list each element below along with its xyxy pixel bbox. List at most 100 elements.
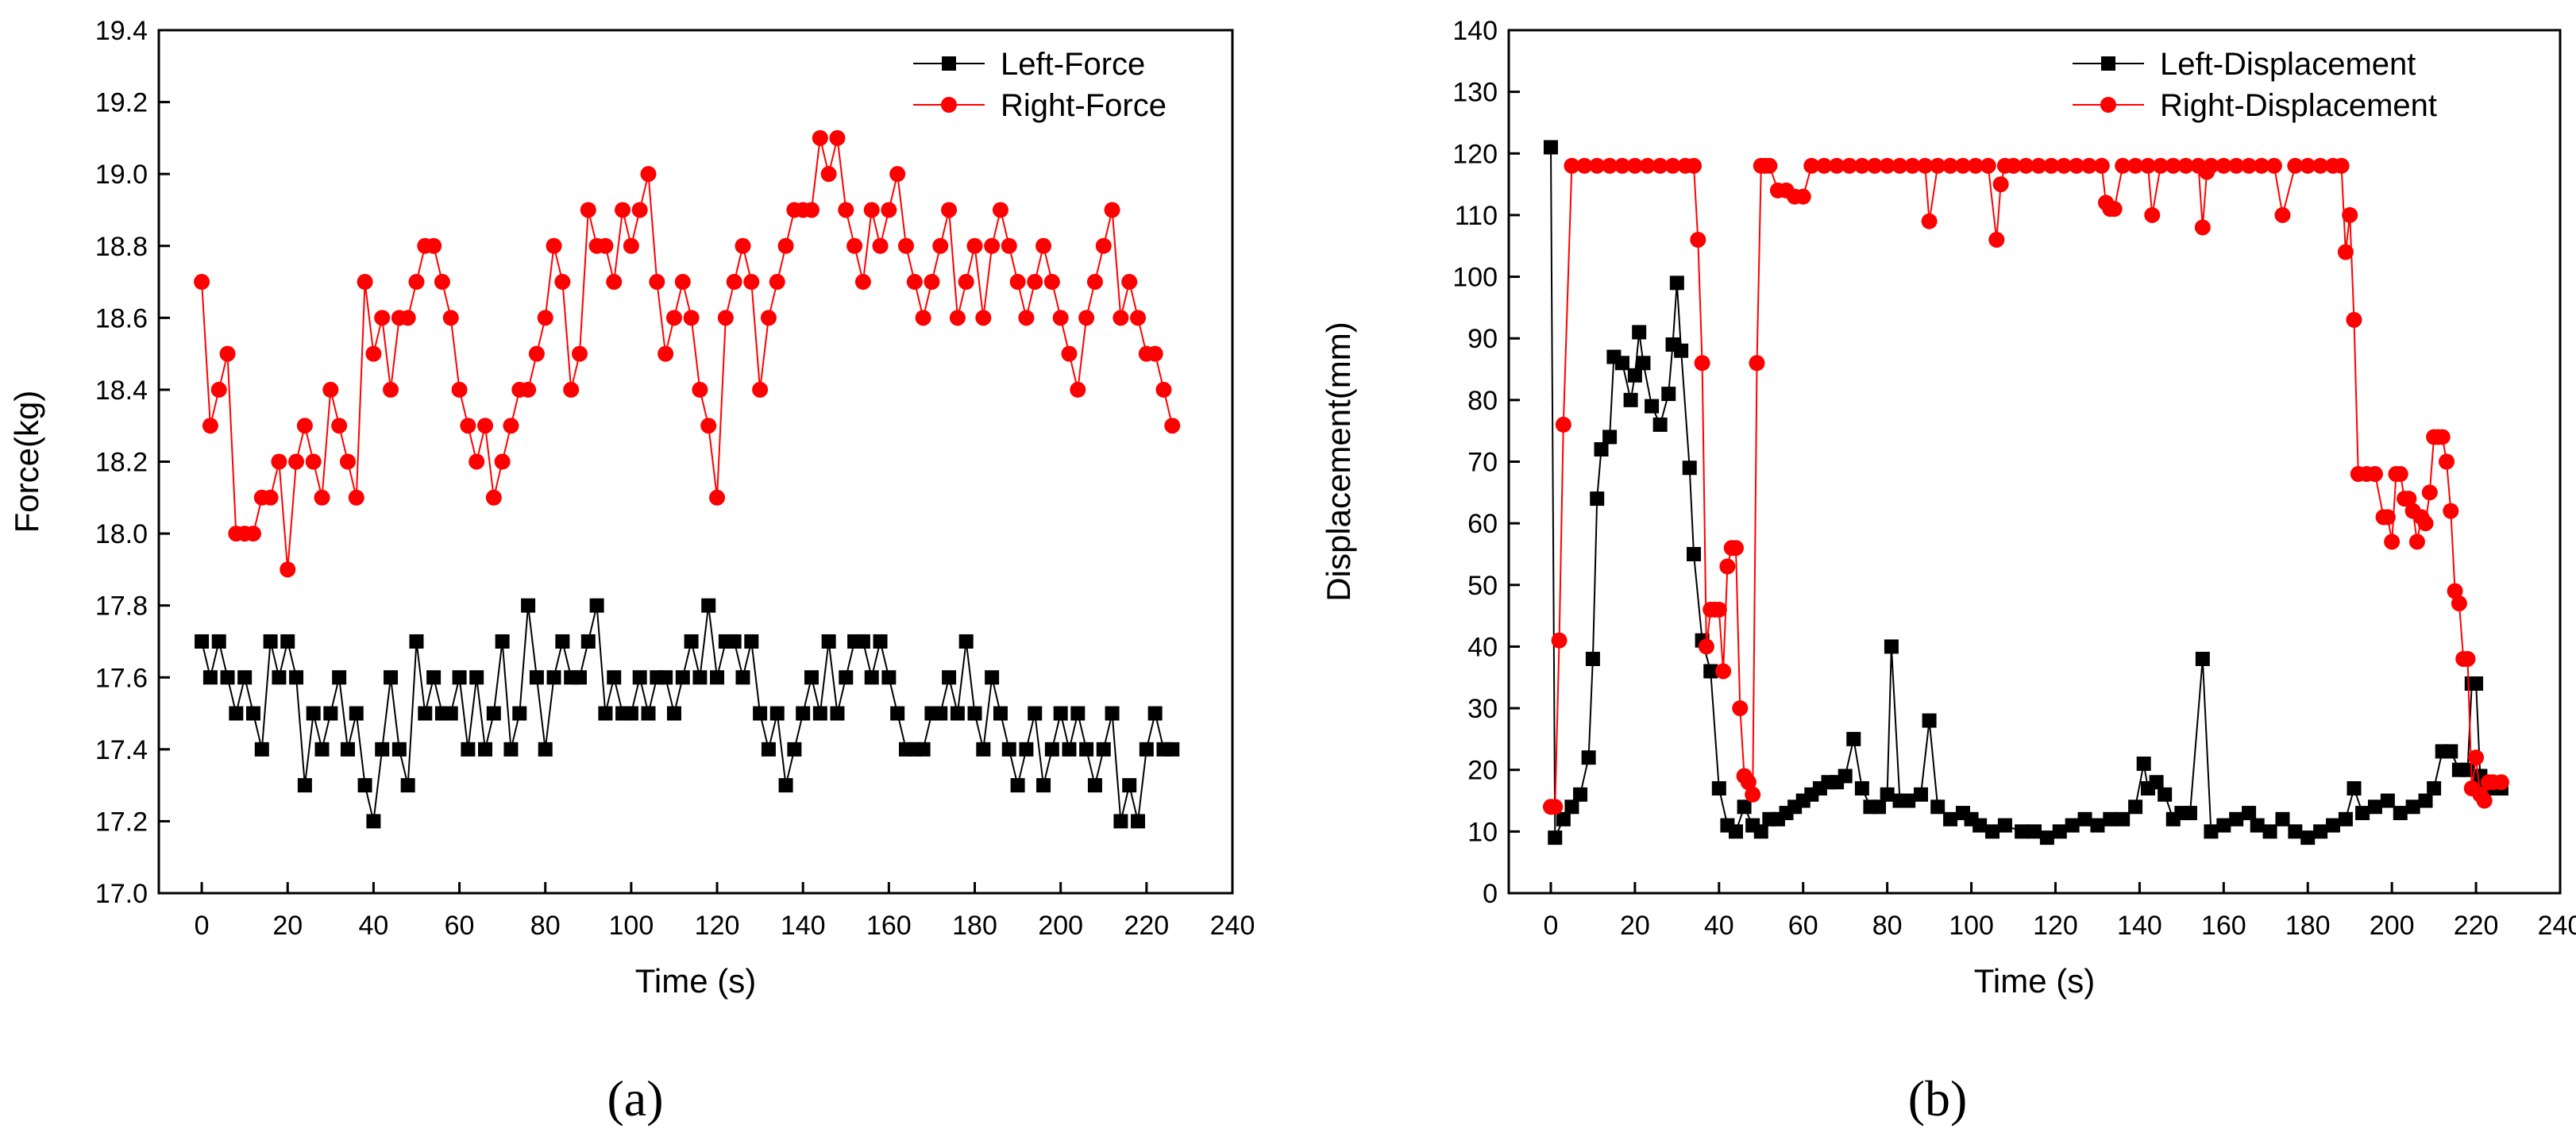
x-tick-label: 200 [2370,911,2415,941]
data-point-left-displacement [1682,460,1697,476]
data-point-right-force [906,274,923,291]
data-point-left-displacement [1838,769,1853,784]
data-point-left-force [254,742,269,757]
data-point-right-displacement [2165,157,2181,174]
data-point-right-force [804,202,820,218]
data-point-left-force [761,742,776,757]
data-point-right-displacement [1829,157,1845,174]
data-point-right-force [1095,237,1112,254]
y-tick-label: 10 [1467,817,1498,847]
x-tick-label: 60 [445,911,475,941]
data-point-left-force [202,670,218,685]
data-point-left-displacement [2182,806,2197,821]
data-point-right-displacement [2177,157,2194,174]
data-point-right-displacement [2401,491,2417,507]
data-point-right-force [897,237,914,254]
data-point-left-displacement [1737,799,1752,815]
data-point-right-displacement [1576,157,1593,174]
data-point-right-displacement [2434,429,2451,445]
data-point-right-displacement [1795,188,1811,205]
data-point-right-force [1052,310,1069,326]
data-point-right-force [984,237,1001,254]
data-point-left-displacement [2103,811,2118,826]
data-point-left-displacement [2090,818,2105,833]
data-point-right-force [580,202,596,218]
data-point-left-displacement [2443,744,2458,759]
data-point-right-force [820,166,837,183]
data-point-left-displacement [1943,811,1958,826]
data-point-left-force [263,634,278,649]
data-point-right-displacement [1614,157,1630,174]
data-point-right-force [1043,274,1060,291]
data-point-left-displacement [2405,799,2420,815]
y-tick-label: 18.2 [95,448,148,478]
data-point-right-displacement [1988,231,2005,248]
legend-label: Left-Force [1001,47,1145,82]
x-tick-label: 200 [1038,911,1083,941]
data-point-left-force [538,742,553,757]
data-point-left-force [211,634,226,649]
data-point-right-displacement [1841,157,1857,174]
data-point-left-displacement [1728,824,1743,839]
data-point-left-force [1105,706,1120,721]
data-point-right-force [554,274,571,291]
data-point-left-displacement [2469,676,2484,691]
data-point-left-force [710,670,725,685]
data-point-left-force [804,670,819,685]
data-point-left-force [314,742,330,757]
data-point-right-force [769,274,785,291]
panel-label: (b) [1908,1070,1968,1127]
y-tick-label: 140 [1452,16,1498,46]
data-point-right-force [1035,237,1052,254]
data-point-right-force [692,381,708,398]
data-point-right-force [1078,310,1095,326]
data-point-right-displacement [2392,466,2408,483]
data-point-left-force [469,670,484,685]
data-point-right-force [322,381,339,398]
data-point-right-displacement [1921,213,1938,229]
data-point-left-force [1028,706,1043,721]
data-point-left-displacement [1880,787,1895,802]
data-point-right-force [537,310,553,326]
x-tick-label: 240 [1210,911,1255,941]
data-point-left-displacement [1669,275,1684,291]
data-point-right-force [992,202,1008,218]
data-point-right-force [348,489,364,506]
data-point-left-force [237,670,253,685]
series-line-right-displacement [1551,164,2501,808]
data-point-right-force [305,453,322,470]
data-point-left-displacement [1687,546,1702,561]
data-point-left-force [933,706,948,721]
data-point-left-force [1122,778,1137,793]
data-point-left-force [220,670,235,685]
data-point-right-force [520,381,537,398]
data-point-right-displacement [1698,638,1714,655]
data-point-right-displacement [1853,157,1870,174]
data-point-right-displacement [2337,244,2354,260]
data-point-left-force [1062,742,1077,757]
data-point-left-displacement [2052,824,2067,839]
y-tick-label: 17.6 [95,663,148,693]
y-tick-label: 18.8 [95,232,148,262]
data-point-left-displacement [1556,811,1571,826]
data-point-right-displacement [2408,534,2425,550]
data-point-left-displacement [1884,639,1899,654]
data-point-right-displacement [1639,157,1656,174]
y-tick-label: 90 [1467,324,1498,354]
y-tick-label: 17.2 [95,807,148,837]
y-tick-label: 130 [1452,78,1498,108]
x-tick-label: 100 [1949,911,1994,941]
data-point-right-force [1104,202,1120,218]
data-point-right-displacement [1551,632,1568,649]
data-point-left-force [787,742,802,757]
data-point-left-force [684,634,699,649]
data-point-left-displacement [1614,356,1629,371]
data-point-left-displacement [2195,651,2210,666]
data-point-right-force [1086,274,1103,291]
data-point-right-displacement [1745,786,1761,803]
data-point-right-force [717,310,734,326]
data-point-right-displacement [2417,515,2434,532]
data-point-right-displacement [2439,453,2455,470]
data-point-right-displacement [2342,206,2358,223]
data-point-left-force [778,778,793,793]
